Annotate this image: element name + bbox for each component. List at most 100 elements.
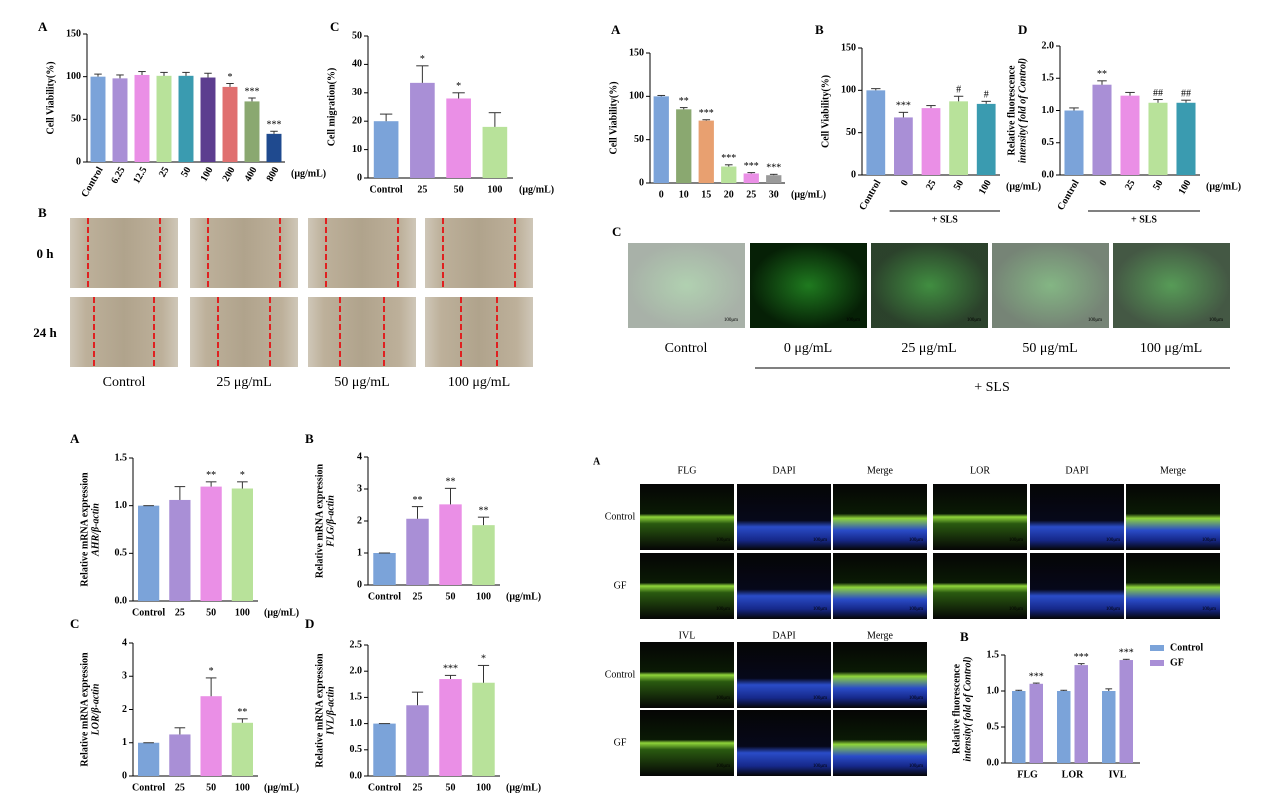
x-tick-label: Control — [370, 184, 403, 195]
column-label: Control — [103, 375, 146, 390]
bar — [231, 722, 253, 776]
bar — [439, 679, 462, 776]
column-header: Merge — [867, 630, 893, 641]
bar — [472, 682, 495, 776]
y-axis-label: Relative mRNA expression — [79, 652, 90, 767]
micrograph — [750, 243, 867, 328]
y-tick-label: 1.5 — [1042, 73, 1055, 84]
scale-bar: 100μm — [1088, 318, 1102, 323]
micrograph — [640, 710, 734, 776]
x-unit: (μg/mL) — [519, 184, 554, 195]
micrograph — [737, 484, 831, 550]
bar — [200, 696, 222, 776]
y-tick-label: 0.5 — [987, 721, 1000, 732]
bar — [112, 78, 128, 162]
y-tick-label: 2.0 — [350, 665, 363, 676]
micrograph — [871, 243, 988, 328]
column-header: DAPI — [1065, 465, 1088, 476]
panel-label: B — [305, 431, 314, 446]
scale-bar: 100μm — [716, 764, 730, 769]
y-tick-label: 0.5 — [115, 548, 128, 559]
y-tick-label: 1.0 — [987, 685, 1000, 696]
scale-bar: 100μm — [716, 538, 730, 543]
y-tick-label: 40 — [352, 59, 362, 70]
bar — [200, 486, 222, 601]
micrograph — [737, 642, 831, 708]
y-tick-label: 0.0 — [115, 595, 128, 606]
bar — [231, 488, 253, 601]
row-label: 24 h — [33, 325, 57, 340]
x-tick-label: 400 — [243, 165, 260, 183]
significance: *** — [1074, 652, 1089, 663]
significance: ** — [413, 495, 423, 506]
bar — [373, 723, 396, 776]
y-axis-label: intensity( fold of Control) — [962, 656, 973, 761]
bar — [373, 553, 396, 585]
micrograph — [640, 553, 734, 619]
scale-bar: 100μm — [813, 696, 827, 701]
x-unit: (μg/mL) — [291, 168, 326, 179]
micrograph — [1030, 484, 1124, 550]
bar — [721, 166, 737, 183]
y-axis-label: Relative mRNA expression — [314, 463, 325, 578]
y-tick-label: 1.5 — [115, 452, 128, 463]
panel-label: D — [305, 616, 314, 631]
x-tick-label: 50 — [952, 178, 967, 192]
y-tick-label: 0.5 — [350, 744, 363, 755]
y-axis-label: Relative fluorescence — [951, 663, 962, 754]
micrograph — [1030, 553, 1124, 619]
x-tick-label: 50 — [1151, 178, 1166, 192]
x-tick-label: 25 — [175, 607, 185, 618]
bar — [222, 86, 238, 162]
x-tick-label: 15 — [701, 189, 711, 200]
significance: * — [240, 470, 245, 481]
y-tick-label: 1 — [122, 737, 127, 748]
x-tick-label: 25 — [746, 189, 756, 200]
bar — [1064, 110, 1084, 175]
column-label: 100 μg/mL — [448, 375, 510, 390]
x-tick-label: 100 — [235, 782, 250, 793]
bar — [406, 705, 429, 776]
column-label: 100 μg/mL — [1140, 341, 1202, 356]
x-tick-label: 100 — [977, 178, 994, 196]
x-tick-label: 12.5 — [131, 165, 149, 186]
scale-bar: 100μm — [813, 764, 827, 769]
y-tick-label: 1.5 — [987, 649, 1000, 660]
x-unit: (μg/mL) — [791, 189, 826, 200]
scale-bar: 100μm — [1106, 538, 1120, 543]
y-axis-label: Relative mRNA expression — [79, 472, 90, 587]
significance: *** — [267, 120, 282, 131]
x-tick-label: 25 — [413, 591, 423, 602]
x-tick-label: IVL — [1109, 769, 1127, 780]
y-tick-label: 0 — [639, 177, 644, 188]
panel-label: A — [38, 19, 48, 34]
row-label: Control — [605, 511, 636, 522]
x-tick-label: 25 — [924, 178, 939, 192]
significance: ** — [446, 477, 456, 488]
significance: *** — [699, 108, 714, 119]
significance: # — [956, 85, 961, 96]
x-tick-label: 50 — [454, 184, 464, 195]
x-tick-label: 25 — [157, 165, 172, 179]
micrograph — [70, 297, 178, 367]
y-tick-label: 1.5 — [350, 692, 363, 703]
y-tick-label: 0.0 — [987, 757, 1000, 768]
bar — [169, 499, 191, 601]
bar — [446, 98, 471, 178]
column-header: Merge — [1160, 465, 1186, 476]
legend-swatch — [1150, 660, 1164, 666]
bar — [439, 504, 462, 585]
column-label: 25 μg/mL — [901, 341, 956, 356]
row-label: GF — [614, 580, 627, 591]
panel-label: C — [330, 19, 339, 34]
column-header: DAPI — [772, 630, 795, 641]
x-tick-label: 25 — [417, 184, 427, 195]
micrograph — [1113, 243, 1230, 328]
micrograph — [190, 297, 298, 367]
y-axis-label: Cell Viability(%) — [608, 81, 619, 154]
scale-bar: 100μm — [1009, 607, 1023, 612]
micrograph — [425, 297, 533, 367]
column-label: 50 μg/mL — [1022, 341, 1077, 356]
x-tick-label: 200 — [221, 165, 238, 183]
